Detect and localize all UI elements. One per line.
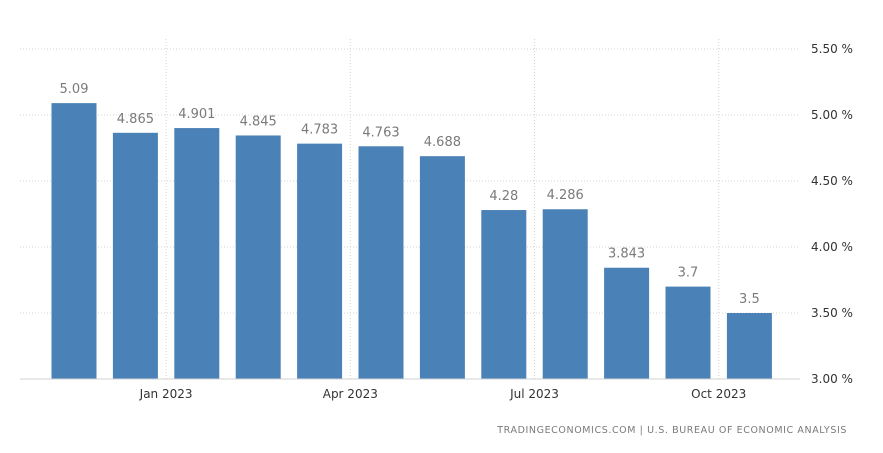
- bar: [235, 135, 281, 379]
- y-axis-labels: 3.00 % 3.50 % 4.00 % 4.50 % 5.00 % 5.50 %: [811, 42, 853, 386]
- x-axis-labels: Jan 2023 Apr 2023 Jul 2023 Oct 2023: [139, 387, 747, 401]
- x-tick-label: Jan 2023: [139, 387, 193, 401]
- data-label: 3.7: [678, 266, 699, 281]
- data-label: 4.901: [178, 107, 215, 122]
- y-tick-label: 4.50 %: [811, 174, 853, 188]
- bar: [112, 132, 158, 379]
- bar: [419, 156, 465, 379]
- y-tick-label: 5.00 %: [811, 108, 853, 122]
- data-label: 4.688: [424, 135, 461, 150]
- bar: [604, 267, 650, 379]
- bars: [51, 103, 772, 380]
- data-label: 4.763: [362, 125, 399, 140]
- bar: [665, 286, 711, 379]
- bar: [481, 210, 527, 379]
- bar: [297, 143, 343, 379]
- y-tick-label: 3.50 %: [811, 306, 853, 320]
- data-label: 5.09: [60, 82, 89, 97]
- value-labels: 5.09 4.865 4.901 4.845 4.783 4.763 4.688 4.28 4.…: [60, 82, 760, 307]
- bar: [174, 128, 220, 379]
- y-tick-label: 4.00 %: [811, 240, 853, 254]
- bar: [726, 313, 772, 379]
- x-tick-label: Apr 2023: [323, 387, 378, 401]
- y-tick-label: 5.50 %: [811, 42, 853, 56]
- data-label: 3.5: [739, 292, 760, 307]
- data-label: 4.845: [240, 114, 277, 129]
- data-label: 4.783: [301, 123, 338, 138]
- x-tick-label: Jul 2023: [509, 387, 559, 401]
- data-label: 4.286: [547, 188, 584, 203]
- bar: [51, 103, 97, 380]
- bar: [542, 209, 588, 379]
- data-label: 4.865: [117, 112, 154, 127]
- y-tick-label: 3.00 %: [811, 372, 853, 386]
- x-tick-label: Oct 2023: [691, 387, 746, 401]
- data-label: 4.28: [489, 189, 518, 204]
- bar: [358, 146, 404, 379]
- source-credit: TRADINGECONOMICS.COM | U.S. BUREAU OF EC…: [497, 425, 847, 436]
- data-label: 3.843: [608, 247, 645, 262]
